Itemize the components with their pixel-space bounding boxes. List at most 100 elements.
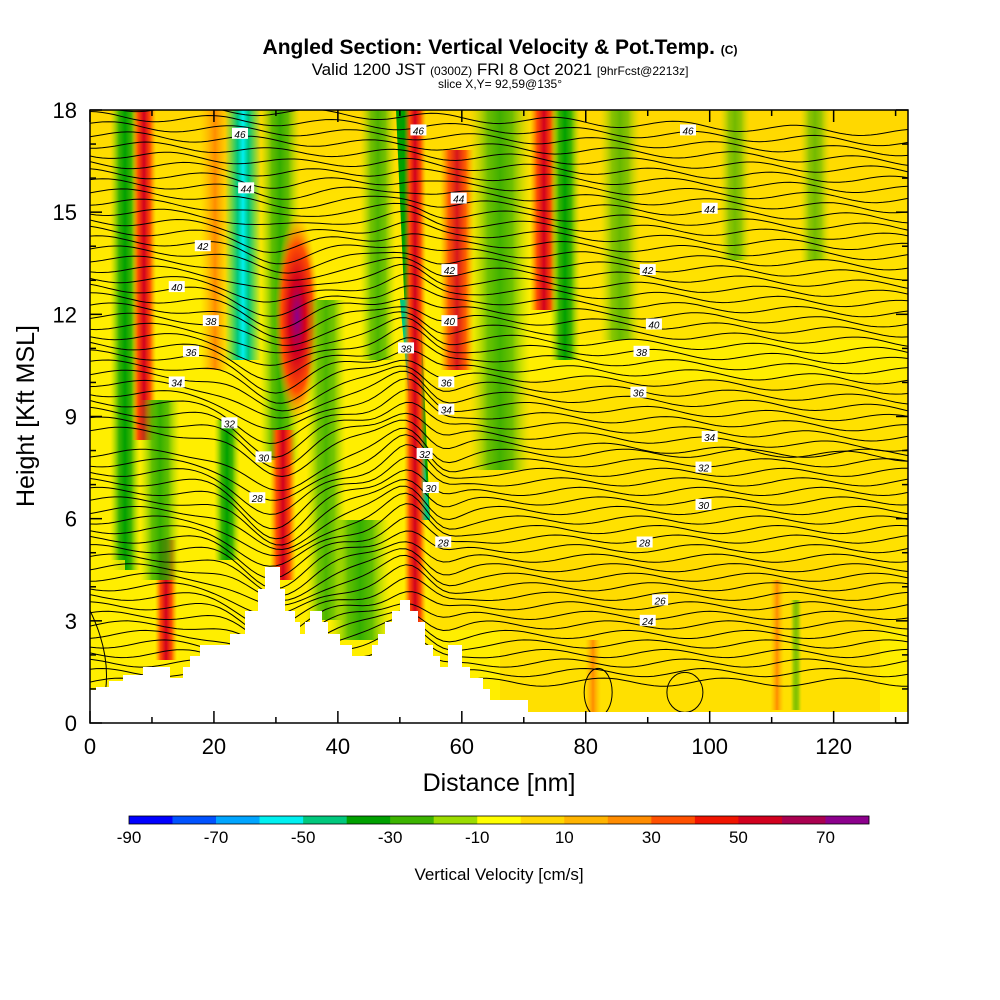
contour-label-bg: [194, 240, 211, 252]
isentrope-line: [90, 225, 908, 261]
contour-label: 38: [400, 344, 412, 355]
colorbar-tick-labels: -90 -70 -50 -30 -10 10 30 50 70: [117, 828, 835, 847]
x-tick-label: 120: [815, 734, 852, 759]
isentrope-line: [90, 610, 908, 653]
colorbar-swatch: [259, 816, 304, 824]
contour-label-bg: [652, 594, 669, 606]
contour-label: 44: [241, 184, 253, 195]
contour-label-bg: [441, 264, 458, 276]
contour-label-bg: [701, 430, 718, 442]
isentrope-line: [90, 283, 908, 318]
potential-temperature-contours: [90, 110, 908, 717]
isentrope-line: [90, 111, 908, 147]
colorbar-tick-label: -90: [117, 828, 142, 847]
x-tick-label: 80: [574, 734, 598, 759]
colorbar-swatch: [477, 816, 522, 824]
contour-label-bg: [645, 318, 662, 330]
isentrope-line: [90, 325, 908, 366]
y-tick-label: 15: [53, 200, 77, 225]
y-tick-label: 9: [65, 405, 77, 430]
isentrope-line: [90, 469, 908, 540]
contour-label: 44: [453, 195, 465, 206]
contour-labels: 46 46 46 44 44 44 42 42 42 40 40 40 38 38 38 36 36 36 34 34…: [168, 124, 718, 628]
contour-label-bg: [410, 124, 427, 136]
isentrope-line: [90, 292, 908, 330]
axis-ticks: [89, 109, 908, 724]
contour-label: 40: [171, 283, 183, 294]
isentrope-line: [90, 617, 908, 657]
contour-label: 26: [654, 596, 667, 607]
contour-label-bg: [422, 482, 439, 494]
colorbar-swatch: [781, 816, 826, 824]
isentrope-line: [90, 444, 908, 515]
isentrope-line: [90, 365, 908, 412]
colorbar-outline: [128, 815, 870, 825]
contour-label: 34: [704, 433, 716, 444]
isentrope-line: [90, 548, 908, 602]
contour-label-bg: [695, 499, 712, 511]
colorbar-swatch: [694, 816, 739, 824]
isentrope-line: [90, 554, 908, 607]
isentrope-line: [90, 412, 908, 469]
contour-label-bg: [639, 614, 656, 626]
contour-label: 34: [171, 378, 183, 389]
x-tick-label: 0: [84, 734, 96, 759]
isentrope-line: [90, 218, 908, 250]
contour-label-bg: [168, 281, 185, 293]
contour-label-bg: [438, 403, 455, 415]
isentrope-line: [90, 602, 908, 647]
isentrope-line: [90, 337, 908, 381]
contour-label: 30: [698, 501, 710, 512]
colorbar-tick-label: 30: [642, 828, 661, 847]
isentrope-line: [90, 245, 908, 281]
contour-label: 40: [648, 321, 660, 332]
contour-label: 28: [437, 539, 450, 550]
contour-label: 42: [642, 266, 654, 277]
isentrope-line: [90, 273, 908, 308]
isentrope-line: [90, 419, 908, 478]
isentrope-line: [90, 564, 908, 616]
isentrope-line: [90, 131, 908, 166]
isentrope-line: [90, 263, 908, 297]
contour-label: 30: [425, 484, 437, 495]
colorbar-swatch: [216, 816, 260, 824]
contour-label-bg: [639, 264, 656, 276]
contour-label-bg: [636, 536, 653, 548]
slice-info: slice X,Y= 92,59@135°: [437, 77, 563, 91]
x-tick-label: 20: [202, 734, 226, 759]
colorbar-swatch: [607, 816, 652, 824]
y-tick-label: 0: [65, 711, 77, 736]
colorbar-tick-label: 70: [816, 828, 835, 847]
contour-label-bg: [202, 315, 219, 327]
isentrope-line: [90, 121, 908, 157]
x-tick-label: 60: [450, 734, 474, 759]
colorbar-swatch: [564, 816, 609, 824]
isentrope-line: [90, 478, 908, 546]
contour-label: 34: [441, 406, 453, 417]
y-tick-label: 6: [65, 507, 77, 532]
isentrope-line: [90, 141, 908, 173]
x-axis-label: Distance [nm]: [423, 769, 576, 797]
contour-label-bg: [633, 345, 650, 357]
contour-label: 46: [413, 126, 425, 137]
contour-label: 32: [419, 450, 431, 461]
y-tick-label: 3: [65, 609, 77, 634]
copyright-mark: (C): [720, 43, 738, 57]
isentrope-line: [90, 434, 908, 501]
colorbar-swatch: [651, 816, 696, 824]
contour-label-bg: [255, 451, 272, 463]
y-axis-label: Height [Kft MSL]: [12, 325, 40, 507]
colorbar-swatch: [825, 816, 870, 824]
isentrope-line: [90, 359, 908, 404]
contour-label-bg: [416, 447, 433, 459]
isentrope-line: [90, 576, 908, 628]
terrain-mask: [90, 567, 908, 723]
colorbar-tick-label: -30: [378, 828, 403, 847]
colorbar: [128, 815, 870, 825]
colorbar-swatch: [346, 816, 391, 824]
isentrope-line: [90, 427, 908, 492]
contour-label: 38: [205, 317, 217, 328]
contour-label-bg: [630, 386, 647, 398]
contour-label-bg: [168, 376, 185, 388]
isentrope-line: [90, 151, 908, 183]
